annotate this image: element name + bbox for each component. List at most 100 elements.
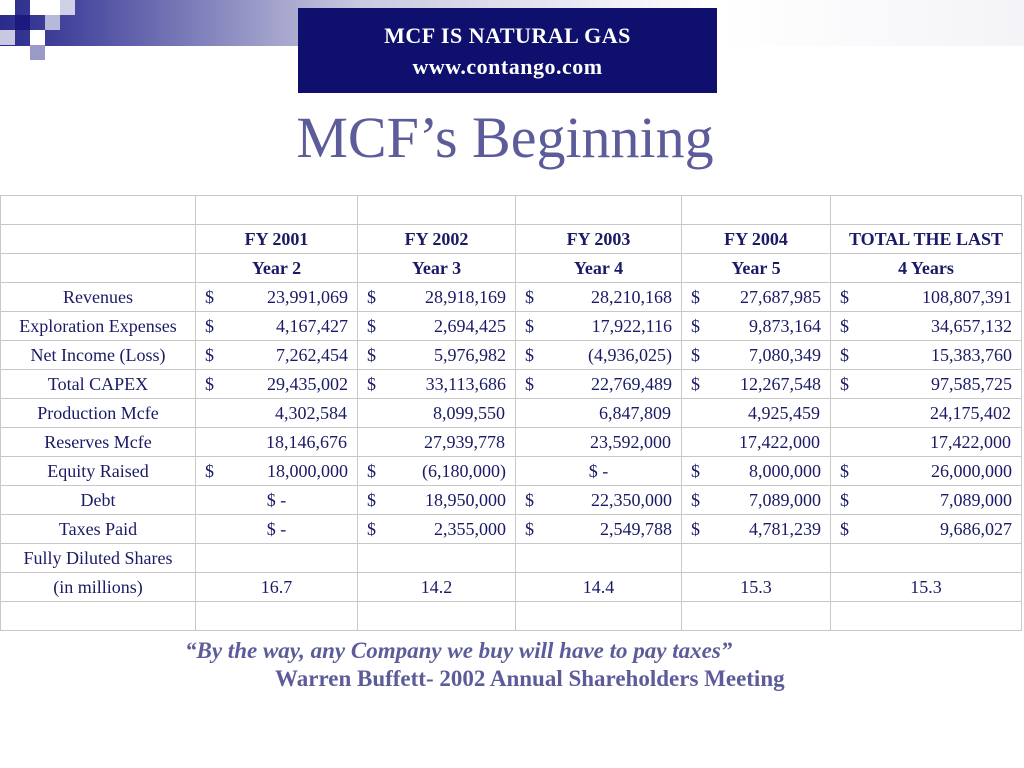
table-row-empty	[0, 601, 1022, 631]
currency-symbol: $	[205, 461, 214, 481]
cell-amount: 27,687,985	[740, 286, 821, 307]
currency-symbol: $	[840, 316, 849, 336]
currency-symbol: $	[525, 374, 534, 394]
header-year3: Year 3	[357, 253, 516, 283]
table-row: Exploration Expenses $4,167,427 $2,694,425…	[0, 311, 1022, 341]
cell-amount: (4,936,025)	[588, 344, 672, 365]
currency-symbol: $	[525, 316, 534, 336]
shares-value: 15.3	[681, 572, 831, 602]
cell-amount: 18,000,000	[267, 460, 348, 481]
row-label: Exploration Expenses	[0, 311, 196, 341]
decor-square	[30, 0, 45, 15]
header-total: TOTAL THE LAST	[830, 224, 1022, 254]
cell-amount: 9,873,164	[749, 315, 821, 336]
table-cell: $18,000,000	[195, 456, 358, 486]
currency-symbol: $	[367, 374, 376, 394]
table-cell: $ -	[515, 456, 682, 486]
table-cell: $7,080,349	[681, 340, 831, 370]
table-row-empty	[0, 195, 1022, 225]
currency-symbol: $	[205, 316, 214, 336]
currency-symbol: $	[840, 490, 849, 510]
table-cell: $2,549,788	[515, 514, 682, 544]
table-cell: $97,585,725	[830, 369, 1022, 399]
cell-amount: 5,976,982	[434, 344, 506, 365]
cell-amount: 2,355,000	[434, 518, 506, 539]
table-cell: $108,807,391	[830, 282, 1022, 312]
table-cell: $18,950,000	[357, 485, 516, 515]
cell-amount: 4,167,427	[276, 315, 348, 336]
decor-square	[0, 30, 15, 45]
currency-symbol: $	[840, 374, 849, 394]
table-cell: $ (4,936,025)	[515, 340, 682, 370]
table-cell: $22,350,000	[515, 485, 682, 515]
table-cell: 27,939,778	[357, 427, 516, 457]
shares-value: 16.7	[195, 572, 358, 602]
header-year2: Year 2	[195, 253, 358, 283]
currency-symbol: $	[205, 287, 214, 307]
table-cell: $4,781,239	[681, 514, 831, 544]
financial-table: FY 2001 FY 2002 FY 2003 FY 2004 TOTAL TH…	[0, 195, 1022, 631]
table-row-shares-label: Fully Diluted Shares	[0, 543, 1022, 573]
cell-amount: 97,585,725	[931, 373, 1012, 394]
table-cell: $29,435,002	[195, 369, 358, 399]
table-cell: $7,089,000	[681, 485, 831, 515]
shares-value: 15.3	[830, 572, 1022, 602]
cell-amount: 7,080,349	[749, 344, 821, 365]
cell-amount: 26,000,000	[931, 460, 1012, 481]
currency-symbol: $	[840, 519, 849, 539]
table-cell: 23,592,000	[515, 427, 682, 457]
cell-amount: 28,918,169	[425, 286, 506, 307]
table-cell: $7,089,000	[830, 485, 1022, 515]
table-cell: $4,167,427	[195, 311, 358, 341]
cell-amount: 9,686,027	[940, 518, 1012, 539]
table-cell: $17,922,116	[515, 311, 682, 341]
cell-amount: 108,807,391	[922, 286, 1012, 307]
row-label: Production Mcfe	[0, 398, 196, 428]
currency-symbol: $	[367, 345, 376, 365]
table-cell: $28,210,168	[515, 282, 682, 312]
currency-symbol: $	[367, 287, 376, 307]
currency-symbol: $	[691, 374, 700, 394]
cell-amount: 2,694,425	[434, 315, 506, 336]
header-fy2001: FY 2001	[195, 224, 358, 254]
currency-symbol: $	[367, 519, 376, 539]
table-cell: $33,113,686	[357, 369, 516, 399]
currency-symbol: $	[691, 461, 700, 481]
table-cell: $ -	[195, 485, 358, 515]
table-cell: 6,847,809	[515, 398, 682, 428]
decor-square	[0, 0, 15, 15]
cell-amount: 17,922,116	[591, 315, 672, 336]
table-row: Revenues $23,991,069 $28,918,169 $28,210,16…	[0, 282, 1022, 312]
table-cell: $12,267,548	[681, 369, 831, 399]
table-row: Reserves Mcfe 18,146,676 27,939,778 23,592,…	[0, 427, 1022, 457]
table-cell: $2,694,425	[357, 311, 516, 341]
decor-square	[15, 15, 30, 30]
cell-amount: 22,769,489	[591, 373, 672, 394]
cell-amount: 29,435,002	[267, 373, 348, 394]
cell-amount: 7,089,000	[749, 489, 821, 510]
table-cell: 17,422,000	[830, 427, 1022, 457]
table-cell: $7,262,454	[195, 340, 358, 370]
shares-value: 14.4	[515, 572, 682, 602]
cell-amount: 2,549,788	[600, 518, 672, 539]
decor-square	[30, 30, 45, 45]
table-row: Equity Raised $18,000,000 $ (6,180,000) $ - $…	[0, 456, 1022, 486]
table-cell: 17,422,000	[681, 427, 831, 457]
cell-amount: 12,267,548	[740, 373, 821, 394]
header-year5: Year 5	[681, 253, 831, 283]
table-cell: $ -	[195, 514, 358, 544]
cell-amount: 22,350,000	[591, 489, 672, 510]
currency-symbol: $	[691, 519, 700, 539]
table-cell: $28,918,169	[357, 282, 516, 312]
table-header-row-2: Year 2 Year 3 Year 4 Year 5 4 Years	[0, 253, 1022, 283]
table-cell: 8,099,550	[357, 398, 516, 428]
table-cell: $26,000,000	[830, 456, 1022, 486]
currency-symbol: $	[691, 490, 700, 510]
currency-symbol: $	[525, 345, 534, 365]
cell-amount: 28,210,168	[591, 286, 672, 307]
row-label: Fully Diluted Shares	[0, 543, 196, 573]
table-cell: 4,925,459	[681, 398, 831, 428]
quote-attribution: Warren Buffett- 2002 Annual Shareholders…	[275, 666, 785, 691]
company-banner: MCF IS NATURAL GAS www.contango.com	[298, 8, 717, 93]
table-cell: $2,355,000	[357, 514, 516, 544]
